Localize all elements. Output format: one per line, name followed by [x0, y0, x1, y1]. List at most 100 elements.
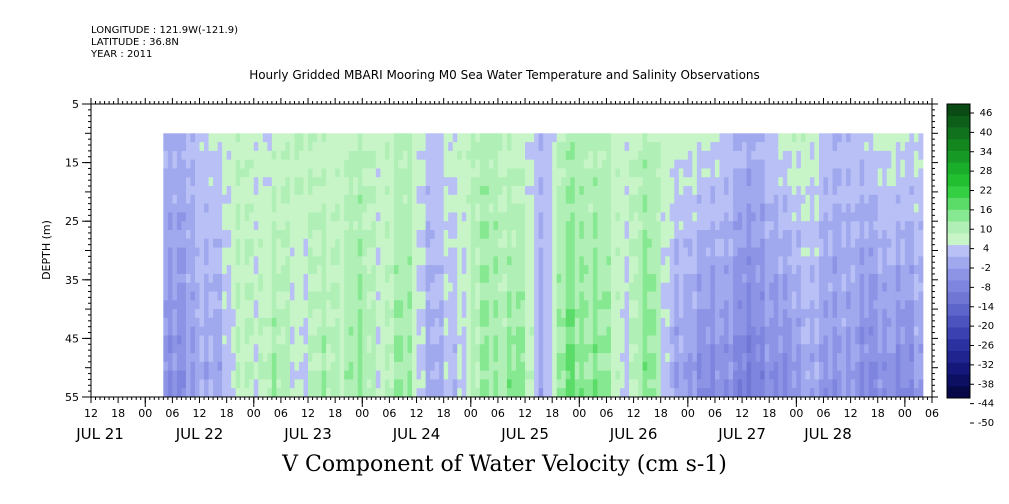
heatmap-cell: [891, 335, 897, 345]
heatmap-cell: [167, 221, 173, 231]
heatmap-cell: [570, 194, 576, 205]
heatmap-cell: [823, 177, 829, 187]
heatmap-cell: [579, 379, 585, 389]
heatmap-cell: [696, 177, 702, 187]
heatmap-cell: [204, 229, 209, 240]
heatmap-cell: [579, 203, 585, 213]
heatmap-cell: [344, 194, 350, 205]
heatmap-cell: [570, 203, 576, 213]
heatmap-cell: [375, 159, 381, 169]
heatmap-cell: [565, 291, 571, 301]
heatmap-cell: [285, 282, 291, 292]
heatmap-cell: [167, 247, 173, 257]
heatmap-cell: [262, 247, 268, 257]
heatmap-cell: [818, 177, 824, 187]
heatmap-cell: [213, 353, 218, 363]
heatmap-cell: [674, 344, 680, 354]
heatmap-cell: [163, 142, 169, 152]
heatmap-cell: [579, 150, 585, 161]
heatmap-cell: [398, 186, 404, 196]
heatmap-cell: [466, 194, 472, 205]
heatmap-cell: [249, 142, 255, 152]
heatmap-cell: [294, 370, 300, 380]
heatmap-cell: [298, 317, 304, 328]
heatmap-cell: [393, 159, 399, 169]
heatmap-cell: [289, 247, 295, 257]
heatmap-cell: [529, 265, 535, 275]
heatmap-cell: [904, 247, 910, 257]
heatmap-cell: [904, 168, 910, 178]
heatmap-cell: [764, 335, 770, 345]
heatmap-cell: [172, 273, 178, 284]
heatmap-cell: [638, 335, 644, 345]
heatmap-cell: [606, 291, 612, 301]
heatmap-cell: [529, 361, 535, 372]
heatmap-cell: [855, 203, 861, 213]
heatmap-cell: [859, 229, 865, 240]
heatmap-cell: [809, 379, 815, 389]
heatmap-cell: [226, 353, 232, 363]
heatmap-cell: [719, 309, 725, 319]
heatmap-cell: [362, 388, 368, 398]
heatmap-cell: [760, 361, 766, 372]
heatmap-cell: [402, 344, 408, 354]
heatmap-cell: [384, 379, 390, 389]
heatmap-cell: [864, 203, 870, 213]
heatmap-cell: [321, 317, 327, 328]
heatmap-cell: [837, 168, 842, 178]
heatmap-cell: [330, 300, 336, 310]
heatmap-cell: [502, 256, 508, 266]
heatmap-cell: [814, 150, 820, 161]
heatmap-cell: [624, 229, 630, 240]
heatmap-cell: [895, 335, 901, 345]
heatmap-cell: [176, 361, 182, 372]
heatmap-cell: [262, 212, 268, 222]
heatmap-cell: [448, 326, 454, 336]
heatmap-cell: [475, 247, 481, 257]
heatmap-cell: [339, 221, 345, 231]
heatmap-cell: [384, 317, 390, 328]
heatmap-cell: [425, 142, 431, 152]
heatmap-cell: [366, 273, 372, 284]
heatmap-cell: [181, 335, 187, 345]
heatmap-cell: [271, 238, 277, 248]
heatmap-cell: [837, 370, 842, 380]
heatmap-cell: [710, 186, 716, 196]
heatmap-cell: [891, 229, 897, 240]
heatmap-cell: [760, 247, 766, 257]
heatmap-cell: [190, 335, 196, 345]
heatmap-cell: [574, 300, 580, 310]
heatmap-cell: [904, 212, 910, 222]
heatmap-cell: [796, 273, 802, 284]
heatmap-cell: [660, 265, 666, 275]
heatmap-cell: [452, 344, 458, 354]
heatmap-cell: [823, 238, 829, 248]
heatmap-cell: [276, 361, 282, 372]
heatmap-cell: [285, 300, 291, 310]
heatmap-cell: [371, 194, 377, 205]
heatmap-cell: [497, 150, 503, 161]
heatmap-cell: [226, 238, 232, 248]
heatmap-cell: [601, 344, 607, 354]
heatmap-cell: [642, 238, 648, 248]
heatmap-cell: [909, 142, 915, 152]
heatmap-cell: [448, 309, 454, 319]
heatmap-cell: [714, 344, 720, 354]
heatmap-cell: [294, 379, 300, 389]
heatmap-cell: [601, 168, 607, 178]
heatmap-cell: [701, 379, 707, 389]
heatmap-cell: [443, 221, 449, 231]
heatmap-cell: [389, 229, 395, 240]
heatmap-cell: [276, 168, 282, 178]
heatmap-cell: [864, 273, 870, 284]
heatmap-cell: [805, 317, 811, 328]
heatmap-cell: [199, 300, 205, 310]
heatmap-cell: [855, 212, 861, 222]
heatmap-cell: [769, 229, 775, 240]
heatmap-cell: [520, 186, 526, 196]
heatmap-cell: [348, 159, 354, 169]
heatmap-cell: [525, 133, 530, 143]
heatmap-cell: [859, 344, 865, 354]
heatmap-cell: [764, 229, 770, 240]
